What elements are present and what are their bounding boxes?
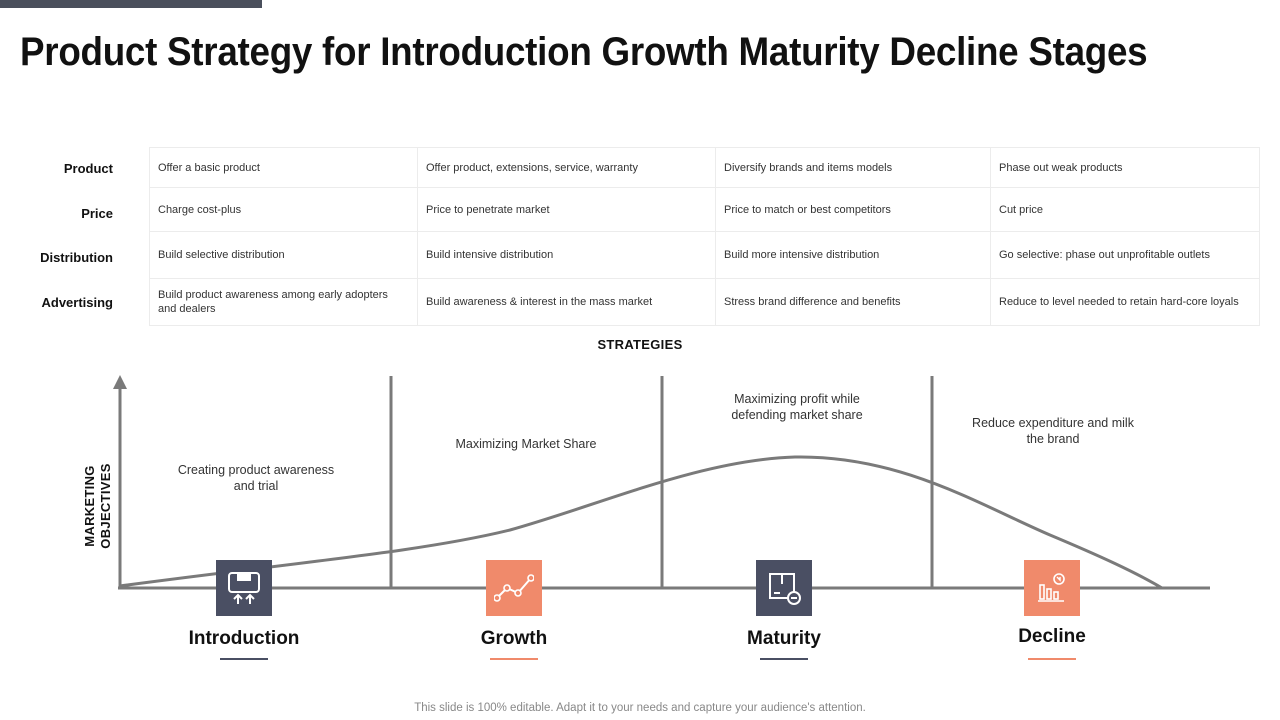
stage-underline xyxy=(220,658,268,660)
objective-introduction: Creating product awareness and trial xyxy=(177,463,335,493)
page-title: Product Strategy for Introduction Growth… xyxy=(20,30,1148,74)
stage-underline xyxy=(760,658,808,660)
table-row: Build product awareness among early adop… xyxy=(149,278,1260,326)
y-axis-label: MARKETING OBJECTIVES xyxy=(82,463,113,549)
strategy-table: Offer a basic product Offer product, ext… xyxy=(149,147,1260,326)
box-up-arrows-icon xyxy=(216,560,272,616)
y-axis-arrowhead xyxy=(113,375,127,389)
table-cell: Reduce to level needed to retain hard-co… xyxy=(990,278,1260,326)
objective-growth: Maximizing Market Share xyxy=(455,437,597,451)
table-row: Build selective distribution Build inten… xyxy=(149,231,1260,279)
footer-note: This slide is 100% editable. Adapt it to… xyxy=(414,702,866,714)
bar-chart-decline-icon xyxy=(1024,560,1080,616)
stage-label-growth: Growth xyxy=(480,628,548,649)
table-cell: Build more intensive distribution xyxy=(715,231,991,279)
line-chart-icon xyxy=(486,560,542,616)
objective-maturity: Maximizing profit while defending market… xyxy=(731,392,863,422)
stage-underline xyxy=(1028,658,1076,660)
table-cell: Cut price xyxy=(990,187,1260,232)
table-cell: Build awareness & interest in the mass m… xyxy=(417,278,716,326)
table-cell: Offer product, extensions, service, warr… xyxy=(417,147,716,188)
row-label-advertising: Advertising xyxy=(41,295,113,310)
table-cell: Build selective distribution xyxy=(149,231,418,279)
row-label-price: Price xyxy=(81,206,113,221)
top-accent-bar xyxy=(0,0,262,8)
lifecycle-curve xyxy=(119,455,1163,590)
stage-underline xyxy=(490,658,538,660)
table-cell: Offer a basic product xyxy=(149,147,418,188)
table-cell: Stress brand difference and benefits xyxy=(715,278,991,326)
box-minus-icon xyxy=(756,560,812,616)
row-label-distribution: Distribution xyxy=(40,250,113,265)
row-label-product: Product xyxy=(63,161,113,176)
table-cell: Charge cost-plus xyxy=(149,187,418,232)
table-cell: Build product awareness among early adop… xyxy=(149,278,418,326)
strategies-heading: STRATEGIES xyxy=(597,337,683,352)
objective-decline: Reduce expenditure and milk the brand xyxy=(972,416,1134,446)
stage-label-maturity: Maturity xyxy=(747,628,821,649)
stage-label-decline: Decline xyxy=(1018,626,1086,647)
stage-label-introduction: Introduction xyxy=(188,628,300,649)
